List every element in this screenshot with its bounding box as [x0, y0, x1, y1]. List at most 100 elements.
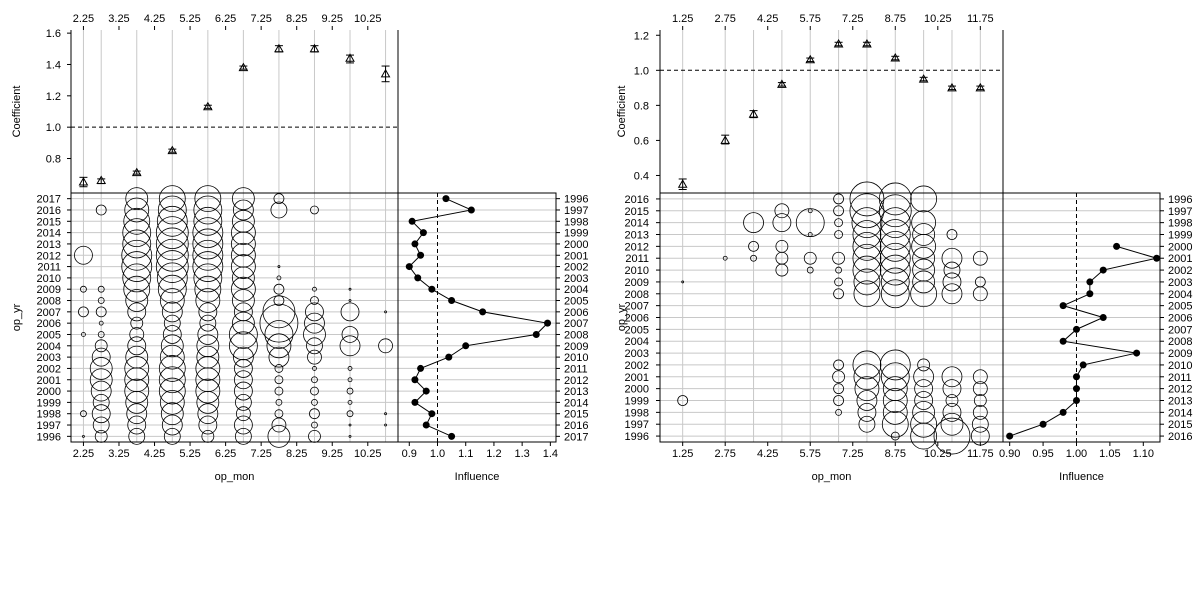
influence-tick-label: 1.10: [1133, 448, 1154, 460]
bubble: [856, 390, 878, 411]
coefficient-point: [975, 82, 986, 92]
bubble: [384, 310, 387, 314]
influence-tick-label: 1.2: [486, 448, 501, 460]
x-tick-label-top: 10.25: [924, 13, 952, 25]
bubble: [124, 378, 150, 404]
bubble: [910, 410, 938, 438]
bubble: [158, 366, 186, 394]
bubble: [232, 199, 254, 221]
bubble: [879, 242, 911, 274]
bubble: [159, 344, 185, 370]
bubble: [974, 276, 986, 288]
year-tick-label: 2004: [625, 336, 649, 348]
bubble: [849, 193, 885, 229]
year-tick-label: 2012: [37, 250, 61, 262]
year-tick-label: 2000: [37, 386, 61, 398]
bubble: [230, 276, 256, 302]
bubble: [91, 347, 111, 367]
influence-year-tick-label: 2012: [1168, 384, 1192, 396]
bubble: [879, 254, 911, 286]
bubble: [78, 306, 89, 318]
chart-right: 1.25 1.25 2.75 2.75 4.25 4.25 5.75 5.75 7.25 7.25…: [616, 13, 1161, 483]
bubble: [347, 377, 353, 383]
influence-point: [1133, 349, 1141, 357]
influence-year-tick-label: 1999: [564, 228, 588, 240]
x-tick-label: 1.25: [672, 448, 693, 460]
x-tick-label-top: 6.25: [215, 13, 236, 25]
bubble: [311, 376, 318, 384]
coefficient-point: [777, 79, 787, 88]
influence-tick-label: 1.05: [1099, 448, 1120, 460]
bubble: [303, 323, 326, 346]
influence-year-tick-label: 2000: [1168, 241, 1192, 253]
bubble: [912, 270, 936, 294]
year-tick-label: 2015: [625, 206, 649, 218]
year-tick-label: 2005: [37, 329, 61, 341]
bubble: [270, 201, 288, 219]
year-tick-label: 1998: [37, 409, 61, 421]
influence-year-tick-label: 1996: [564, 194, 588, 206]
bubble: [266, 333, 292, 359]
bubble: [833, 383, 844, 395]
bubble: [348, 434, 352, 438]
influence-point: [1079, 361, 1087, 369]
x-tick-label: 11.75: [967, 448, 994, 460]
bubble: [231, 187, 255, 211]
year-tick-label: 2004: [37, 341, 61, 353]
influence-point: [408, 217, 416, 225]
bubble: [347, 366, 353, 371]
x-tick-label: 10.25: [924, 448, 952, 460]
year-tick-label: 2007: [625, 301, 649, 313]
bubble: [124, 356, 150, 381]
influence-year-tick-label: 1996: [1168, 194, 1192, 206]
bubble: [972, 369, 988, 385]
influence-year-tick-label: 2001: [564, 250, 588, 262]
bubble: [121, 251, 153, 282]
bubble: [775, 239, 789, 253]
bubble: [230, 220, 256, 246]
bubble: [879, 207, 911, 239]
bubble: [122, 218, 152, 248]
x-axis-label: op_mon: [215, 471, 255, 483]
bubble: [972, 404, 988, 420]
influence-year-tick-label: 2001: [1168, 253, 1192, 265]
influence-year-tick-label: 2013: [1168, 396, 1192, 408]
bubble: [305, 302, 324, 322]
bubble: [835, 408, 842, 416]
influence-point: [428, 285, 436, 293]
year-tick-label: 2009: [625, 277, 649, 289]
influence-year-tick-label: 2003: [564, 273, 588, 285]
bubble: [155, 216, 189, 250]
influence-tick-label: 1.3: [514, 448, 529, 460]
bubble: [89, 357, 113, 380]
bubble: [310, 386, 319, 396]
bubble: [160, 334, 184, 358]
bubble: [230, 242, 256, 268]
bubble: [193, 263, 223, 293]
influence-year-tick-label: 2006: [1168, 313, 1192, 325]
influence-axis-label: Influence: [1059, 471, 1104, 483]
bubble: [228, 331, 258, 361]
bubble: [348, 423, 352, 427]
bubble: [128, 427, 146, 445]
chart-left: 2.25 2.25 3.25 3.25 4.25 4.25 5.25 5.25 6.25 6.25…: [11, 13, 558, 483]
year-tick-label: 2011: [37, 262, 61, 274]
bubble: [156, 262, 188, 294]
bubble: [195, 378, 221, 404]
bubble: [308, 429, 321, 443]
bubble: [378, 338, 393, 354]
bubble: [912, 223, 936, 246]
bubble: [913, 366, 935, 388]
influence-tick-label: 1.1: [458, 448, 473, 460]
influence-year-tick-label: 1997: [1168, 206, 1192, 218]
influence-point: [1072, 385, 1080, 393]
bubble: [972, 250, 988, 266]
year-tick-label: 2008: [37, 296, 61, 308]
bubble: [273, 295, 285, 306]
bubble: [234, 427, 252, 445]
bubble: [912, 400, 936, 424]
year-tick-label: 2014: [625, 218, 649, 230]
coefficient-point: [309, 43, 320, 53]
bubble: [849, 181, 885, 217]
bubble: [92, 393, 110, 411]
